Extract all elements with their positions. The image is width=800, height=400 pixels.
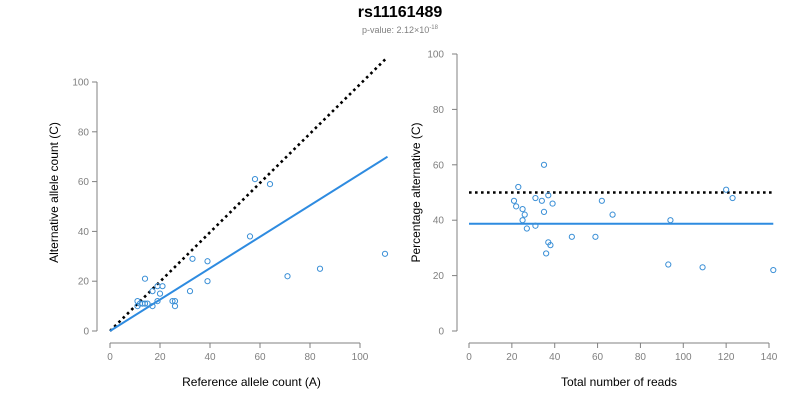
data-point: [532, 194, 539, 202]
y-axis-title: Alternative allele count (C): [47, 122, 61, 263]
data-point: [381, 250, 389, 257]
data-point: [141, 300, 149, 307]
p-value-text: p-value: 2.12×10: [362, 25, 430, 35]
data-point: [538, 197, 545, 204]
data-point: [156, 290, 164, 297]
data-point: [770, 266, 777, 274]
x-tick-label: 20: [154, 352, 166, 363]
data-point: [246, 233, 254, 240]
x-tick-label: 140: [761, 352, 778, 363]
data-point: [154, 298, 161, 305]
y-tick-label: 100: [427, 50, 444, 61]
x-axis-title: Reference allele count (A): [182, 375, 321, 389]
x-tick-label: 100: [675, 352, 692, 363]
x-axis-title: Total number of reads: [561, 375, 677, 389]
data-point: [519, 217, 526, 224]
chart-title: rs11161489: [357, 4, 443, 21]
p-value-subtitle: p-value: 2.12×10-18: [0, 25, 800, 35]
data-point: [266, 180, 274, 188]
data-point: [149, 303, 156, 310]
data-point: [598, 197, 605, 204]
data-point: [284, 273, 291, 280]
y-tick-label: 0: [83, 327, 89, 338]
y-tick-label: 80: [78, 127, 90, 138]
right-scatter-panel: 0 20 40 60 80 100 120 140 0 20 40 60 80 100 Total numb…: [409, 50, 778, 390]
data-point: [186, 288, 194, 295]
data-point: [204, 278, 211, 285]
data-point: [729, 194, 736, 202]
data-point: [532, 222, 539, 229]
y-tick-label: 0: [438, 327, 444, 338]
x-tick-label: 80: [635, 352, 647, 363]
data-point: [543, 250, 550, 257]
x-tick-label: 0: [466, 352, 472, 363]
y-axis-title: Percentage alternative (C): [409, 122, 423, 262]
data-point: [141, 275, 149, 282]
data-point: [171, 303, 179, 310]
data-point: [515, 183, 522, 191]
fit-line: [109, 155, 389, 332]
y-tick-label: 20: [78, 277, 90, 288]
y-tick-label: 40: [433, 216, 445, 227]
x-tick-label: 40: [204, 352, 216, 363]
x-tick-label: 100: [352, 352, 369, 363]
data-point: [204, 258, 211, 265]
data-point: [545, 192, 552, 199]
data-point: [523, 225, 530, 232]
data-point: [144, 300, 151, 307]
data-point: [665, 261, 672, 268]
data-point: [316, 265, 324, 272]
x-tick-label: 20: [506, 352, 518, 363]
x-tick-label: 120: [718, 352, 735, 363]
data-point: [521, 211, 528, 218]
data-point: [723, 186, 730, 193]
data-point: [510, 197, 518, 204]
y-tick-label: 60: [78, 177, 90, 188]
data-point: [149, 288, 156, 295]
y-tick-label: 40: [78, 227, 90, 238]
data-point: [251, 176, 259, 183]
data-point: [189, 255, 196, 262]
x-tick-label: 40: [549, 352, 561, 363]
data-point: [592, 233, 599, 240]
data-point: [699, 264, 706, 271]
data-point: [513, 203, 520, 210]
left-scatter-panel: 0 20 40 60 80 100 0 20 40 60 80 100 Reference allele…: [47, 56, 389, 389]
data-point: [568, 233, 575, 240]
x-tick-label: 0: [107, 352, 113, 363]
x-tick-label: 60: [592, 352, 604, 363]
data-point: [609, 211, 616, 218]
data-point: [540, 161, 548, 168]
data-point: [519, 206, 526, 213]
p-value-exponent: -18: [429, 25, 438, 31]
data-point: [667, 217, 674, 224]
y-tick-label: 100: [72, 78, 89, 89]
data-point: [549, 200, 556, 207]
data-point: [547, 242, 554, 249]
y-tick-label: 80: [433, 105, 445, 116]
data-point: [169, 298, 176, 305]
data-point: [540, 208, 548, 215]
x-tick-label: 60: [254, 352, 266, 363]
reference-line: [109, 56, 389, 332]
x-tick-label: 80: [304, 352, 316, 363]
data-point: [159, 283, 166, 290]
y-tick-label: 60: [433, 160, 445, 171]
y-tick-label: 20: [433, 271, 445, 282]
